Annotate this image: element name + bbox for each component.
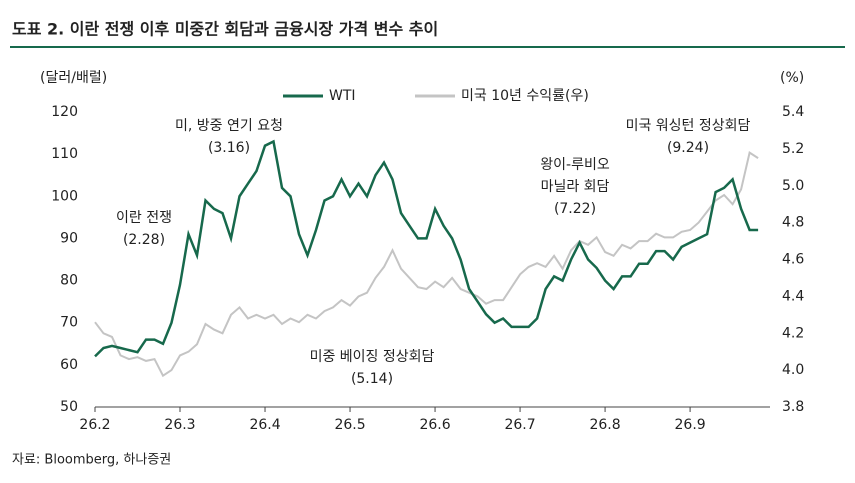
series-line — [94, 139, 759, 358]
y-tick-label: 110 — [51, 146, 78, 162]
y-tick-label: 50 — [60, 399, 78, 415]
series-line — [94, 150, 759, 378]
y2-tick-label: 5.2 — [782, 141, 804, 157]
annotation: (9.24) — [667, 140, 709, 156]
y-tick-label: 80 — [60, 273, 78, 289]
y2-tick-label: 4.0 — [782, 362, 804, 378]
x-tick-label: 26.9 — [675, 417, 706, 433]
y-tick-label: 120 — [51, 104, 78, 120]
y-tick-label: 60 — [60, 357, 78, 373]
y2-tick-label: 5.0 — [782, 178, 804, 194]
annotation: (7.22) — [554, 201, 596, 217]
source: 자료: Bloomberg, 하나증권 — [12, 453, 171, 468]
annotation: (5.14) — [351, 371, 393, 387]
annotation: 마닐라 회담 — [541, 179, 610, 195]
y2-tick-label: 4.8 — [782, 215, 804, 231]
x-tick-label: 26.4 — [249, 417, 280, 433]
annotation: (3.16) — [208, 140, 250, 156]
y2-axis-label: (%) — [780, 70, 804, 86]
y2-tick-label: 4.2 — [782, 325, 804, 341]
annotation: 미, 방중 연기 요청 — [175, 118, 283, 134]
y-axis-label: (달러/배럴) — [40, 70, 107, 86]
annotation: 이란 전쟁 — [116, 210, 172, 226]
x-tick-label: 26.7 — [504, 417, 535, 433]
y2-tick-label: 3.8 — [782, 399, 804, 415]
annotation: 왕이-루비오 — [540, 157, 610, 173]
legend-label: 미국 10년 수익률(우) — [461, 88, 589, 104]
x-tick-label: 26.6 — [419, 417, 450, 433]
x-tick-label: 26.3 — [164, 417, 195, 433]
y-tick-label: 100 — [51, 188, 78, 204]
y2-tick-label: 5.4 — [782, 104, 804, 120]
y-tick-label: 90 — [60, 230, 78, 246]
y-tick-label: 70 — [60, 315, 78, 331]
x-tick-label: 26.2 — [79, 417, 110, 433]
x-tick-label: 26.5 — [334, 417, 365, 433]
annotation: 미중 베이징 정상회담 — [310, 349, 435, 365]
x-tick-label: 26.8 — [589, 417, 620, 433]
y2-tick-label: 4.4 — [782, 288, 804, 304]
annotation: 미국 워싱턴 정상회담 — [626, 118, 751, 134]
annotation: (2.28) — [123, 232, 165, 248]
y2-tick-label: 4.6 — [782, 252, 804, 268]
chart-title: 도표 2. 이란 전쟁 이후 미중간 회담과 금융시장 가격 변수 추이 — [12, 20, 438, 39]
legend-label: WTI — [329, 88, 356, 104]
